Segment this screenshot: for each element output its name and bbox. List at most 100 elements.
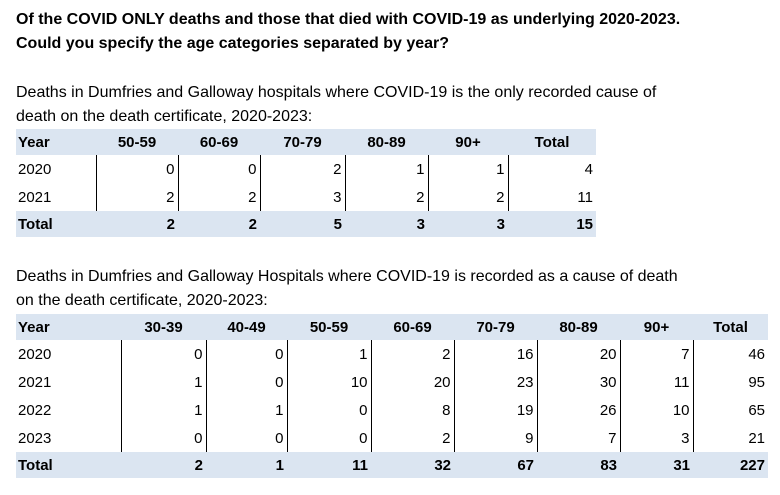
table2-value-cell: 30: [537, 368, 621, 396]
table1-total-cell: 2: [96, 211, 178, 237]
table2-value-cell: 65: [748, 401, 765, 419]
table2-value-cell: 10: [620, 396, 694, 424]
table2-row: 2022 1 1 0 8 19 26 10 65: [16, 396, 768, 424]
table1-col-header: 90+: [428, 129, 508, 155]
table2-value-cell: 20: [371, 368, 455, 396]
table1-value-cell: 2: [96, 183, 179, 211]
table1-year-cell: 2021: [16, 183, 97, 211]
table2-col-header: Total: [693, 314, 768, 340]
table2-year-cell: 2021: [16, 368, 122, 396]
table1-value-cell: 2: [260, 155, 346, 183]
table2-total-cell: 31: [620, 452, 693, 478]
table2-intro-line-1: Deaths in Dumfries and Galloway Hospital…: [16, 268, 678, 285]
table2-value-cell: 11: [620, 368, 694, 396]
table2-value-cell: 1: [287, 340, 372, 368]
table2-col-header: 50-59: [287, 314, 371, 340]
table2-value-cell: 19: [454, 396, 538, 424]
table2-total-cell: 227: [693, 452, 768, 478]
table2-value-cell: 7: [537, 424, 621, 452]
table2-col-header: 70-79: [454, 314, 537, 340]
table2-value-cell: 9: [454, 424, 538, 452]
table2-total-cell: 1: [206, 452, 287, 478]
table1-value-cell: 1: [345, 155, 429, 183]
table1-value-cell: 1: [428, 155, 509, 183]
table1-total-label: Total: [16, 211, 96, 237]
table1-intro-line-2: death on the death certificate, 2020-202…: [16, 108, 313, 125]
table2-row: 2020 0 0 1 2 16 20 7 46: [16, 340, 768, 368]
table2-row: 2023 0 0 0 2 9 7 3 21: [16, 424, 768, 452]
table1-value-cell: 11: [577, 188, 593, 206]
table2-value-cell: 23: [454, 368, 538, 396]
table2-col-header: 40-49: [206, 314, 287, 340]
table1-total-cell: 2: [178, 211, 260, 237]
table2-value-cell: 0: [121, 424, 207, 452]
table1-total-cell: 5: [260, 211, 345, 237]
table2-value-cell: 16: [454, 340, 538, 368]
table1-total-cell: 15: [508, 211, 596, 237]
table2-value-cell: 0: [206, 340, 288, 368]
table1-value-cell: 0: [96, 155, 179, 183]
table2-col-header: Year: [16, 314, 121, 340]
table1-year-cell: 2020: [16, 155, 97, 183]
table2-year-cell: 2022: [16, 396, 122, 424]
table2-value-cell: 0: [287, 424, 372, 452]
table1-total-cell: 3: [345, 211, 428, 237]
table1-col-header: 80-89: [345, 129, 428, 155]
question-line-2: Could you specify the age categories sep…: [16, 35, 450, 52]
table1-value-cell: 3: [260, 183, 346, 211]
table2-total-label: Total: [16, 452, 121, 478]
table2-value-cell: 0: [206, 424, 288, 452]
table1-value-cell: 2: [428, 183, 509, 211]
table1-col-header: Year: [16, 129, 96, 155]
table2-value-cell: 21: [748, 429, 765, 447]
table2-intro: Deaths in Dumfries and Galloway Hospital…: [16, 265, 776, 313]
table2-value-cell: 0: [121, 340, 207, 368]
covid-cause-deaths-table: Year 30-39 40-49 50-59 60-69 70-79 80-89 90+ Tot…: [16, 314, 768, 478]
table1-col-header: 60-69: [178, 129, 260, 155]
table1-col-header: Total: [508, 129, 596, 155]
table1-col-header: 50-59: [96, 129, 178, 155]
table2-value-cell: 3: [620, 424, 694, 452]
table2-value-cell: 26: [537, 396, 621, 424]
table1-row: 2021 2 2 3 2 2 11: [16, 183, 596, 211]
table2-value-cell: 2: [371, 424, 455, 452]
table2-total-cell: 2: [121, 452, 206, 478]
table2-value-cell: 8: [371, 396, 455, 424]
table2-col-header: 80-89: [537, 314, 620, 340]
table2-value-cell: 1: [121, 368, 207, 396]
table2-value-cell: 2: [371, 340, 455, 368]
table1-value-cell: 2: [178, 183, 261, 211]
table1-row: 2020 0 0 2 1 1 4: [16, 155, 596, 183]
table2-value-cell: 1: [121, 396, 207, 424]
table1-intro-line-1: Deaths in Dumfries and Galloway hospital…: [16, 84, 657, 101]
table2-value-cell: 95: [748, 373, 765, 391]
table2-row: 2021 1 0 10 20 23 30 11 95: [16, 368, 768, 396]
table2-value-cell: 1: [206, 396, 288, 424]
table1-total-row: Total 2 2 5 3 3 15: [16, 211, 596, 237]
table2-year-cell: 2023: [16, 424, 122, 452]
table2-total-cell: 32: [371, 452, 454, 478]
table2-value-cell: 0: [206, 368, 288, 396]
table2-header-row: Year 30-39 40-49 50-59 60-69 70-79 80-89 90+ Tot…: [16, 314, 768, 340]
table2-value-cell: 0: [287, 396, 372, 424]
table2-total-cell: 11: [287, 452, 371, 478]
table2-value-cell: 7: [620, 340, 694, 368]
table1-value-cell: 0: [178, 155, 261, 183]
table2-total-cell: 83: [537, 452, 620, 478]
question-line-1: Of the COVID ONLY deaths and those that …: [16, 11, 681, 28]
request-question: Of the COVID ONLY deaths and those that …: [16, 8, 776, 56]
table1-value-cell: 4: [584, 160, 593, 178]
table1-value-cell: 2: [345, 183, 429, 211]
table2-col-header: 90+: [620, 314, 693, 340]
table2-value-cell: 46: [748, 345, 765, 363]
table2-year-cell: 2020: [16, 340, 122, 368]
table2-col-header: 60-69: [371, 314, 454, 340]
table2-value-cell: 10: [287, 368, 372, 396]
table2-total-row: Total 2 1 11 32 67 83 31 227: [16, 452, 768, 478]
table1-total-cell: 3: [428, 211, 508, 237]
table1-intro: Deaths in Dumfries and Galloway hospital…: [16, 81, 776, 129]
table1-col-header: 70-79: [260, 129, 345, 155]
table2-value-cell: 20: [537, 340, 621, 368]
table2-total-cell: 67: [454, 452, 537, 478]
table2-intro-line-2: on the death certificate, 2020-2023:: [16, 292, 268, 309]
